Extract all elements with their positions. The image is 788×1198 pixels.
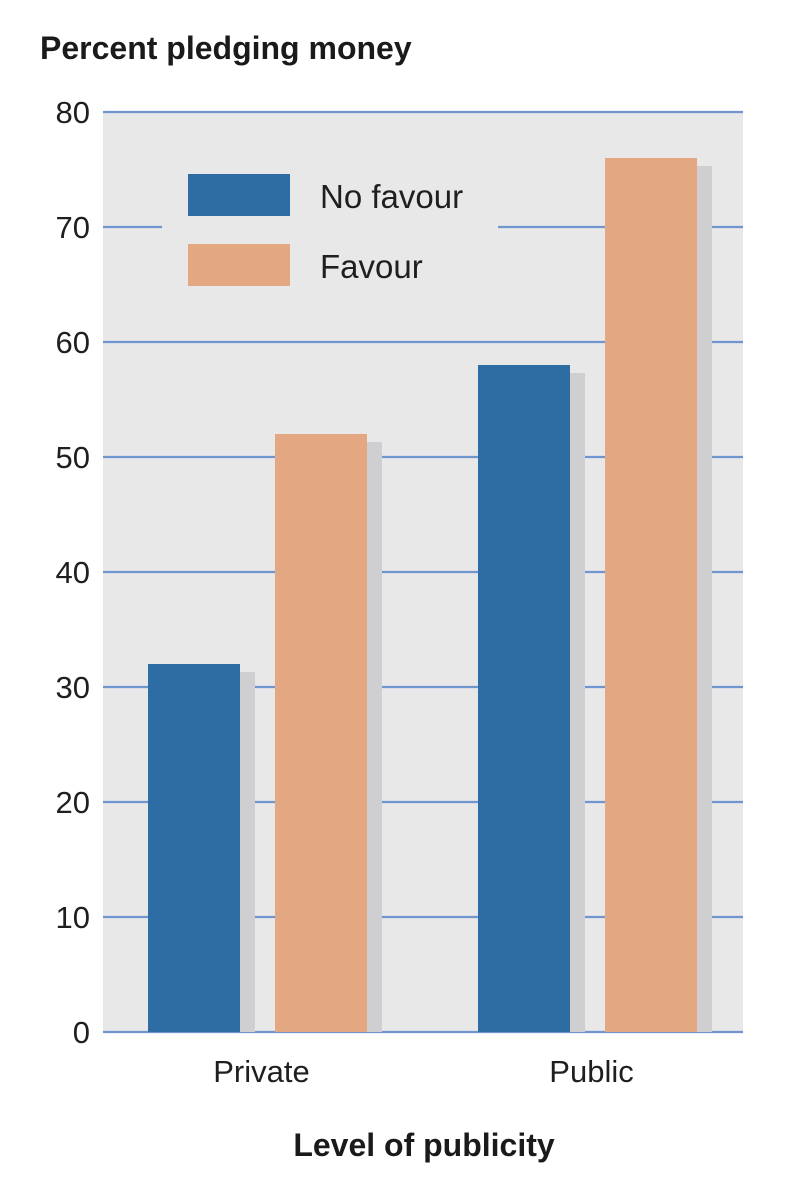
y-tick-label: 10	[56, 900, 90, 935]
bar-private-no-favour	[148, 664, 240, 1032]
y-tick-label: 0	[73, 1015, 90, 1050]
y-tick-label: 60	[56, 325, 90, 360]
legend-label: Favour	[320, 248, 423, 285]
legend-label: No favour	[320, 178, 463, 215]
y-tick-label: 80	[56, 95, 90, 130]
bars	[148, 158, 712, 1032]
x-axis-categories: Private Public	[213, 1054, 633, 1089]
y-tick-label: 70	[56, 210, 90, 245]
y-tick-label: 40	[56, 555, 90, 590]
legend-swatch	[188, 174, 290, 216]
y-tick-label: 20	[56, 785, 90, 820]
y-tick-label: 30	[56, 670, 90, 705]
y-axis-ticks: 0 10 20 30 40 50 60 70 80	[56, 95, 90, 1050]
y-tick-label: 50	[56, 440, 90, 475]
legend-swatch	[188, 244, 290, 286]
x-axis-title: Level of publicity	[293, 1127, 555, 1163]
bar-private-favour	[275, 434, 367, 1032]
bar-public-favour	[605, 158, 697, 1032]
legend: No favour Favour	[162, 150, 498, 310]
x-category-label: Private	[213, 1054, 309, 1089]
y-axis-title: Percent pledging money	[40, 30, 412, 66]
x-category-label: Public	[549, 1054, 633, 1089]
bar-public-no-favour	[478, 365, 570, 1032]
